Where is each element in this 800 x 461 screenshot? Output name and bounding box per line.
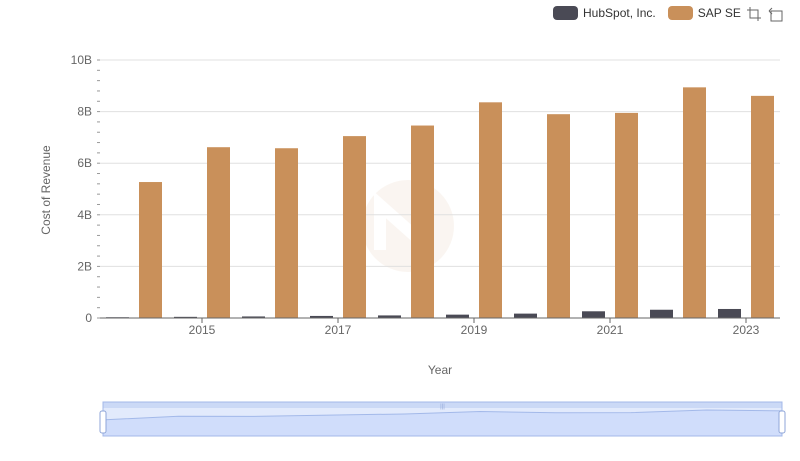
legend-swatch — [553, 6, 578, 20]
legend-label: SAP SE — [697, 6, 741, 20]
y-tick-label: 4B — [77, 208, 92, 222]
y-tick-label: 10B — [71, 53, 92, 67]
data-zoom-slider[interactable]: ||| — [99, 401, 786, 437]
chart-toolbox — [746, 6, 790, 22]
data-zoom-preview-line — [102, 409, 783, 421]
bar-sap-2021[interactable] — [615, 112, 638, 318]
bar-sap-2015[interactable] — [207, 147, 230, 318]
y-tick-label: 6B — [77, 156, 92, 170]
data-zoom-handle-right[interactable] — [778, 410, 786, 434]
y-axis-title: Cost of Revenue — [39, 145, 53, 235]
bar-hubspot-2018[interactable] — [378, 315, 401, 318]
bar-sap-2019[interactable] — [479, 102, 502, 318]
y-tick-label: 2B — [77, 259, 92, 273]
x-axis-title: Year — [428, 363, 452, 377]
bar-hubspot-2020[interactable] — [514, 313, 537, 318]
data-zoom-move-bar[interactable] — [103, 402, 782, 408]
bar-sap-2016[interactable] — [275, 148, 298, 318]
bar-sap-2014[interactable] — [139, 182, 162, 318]
legend-swatch — [667, 6, 693, 20]
bar-hubspot-2023[interactable] — [718, 308, 741, 318]
y-tick-label: 0 — [85, 311, 92, 325]
bar-sap-2020[interactable] — [547, 114, 570, 319]
x-tick-label: 2021 — [597, 323, 624, 337]
bar-hubspot-2017[interactable] — [310, 315, 333, 318]
bar-hubspot-2015[interactable] — [174, 316, 197, 318]
legend-item[interactable]: SAP SE — [667, 6, 741, 20]
bar-hubspot-2021[interactable] — [582, 311, 605, 318]
y-tick-label: 8B — [77, 105, 92, 119]
bar-hubspot-2022[interactable] — [650, 309, 673, 318]
data-zoom-handle-left[interactable] — [99, 410, 107, 434]
bar-sap-2023[interactable] — [751, 95, 774, 318]
x-tick-label: 2015 — [189, 323, 216, 337]
restore-icon[interactable] — [768, 6, 784, 22]
bar-sap-2017[interactable] — [343, 136, 366, 318]
x-tick-label: 2023 — [733, 323, 760, 337]
watermark-logo — [362, 180, 454, 272]
legend-label: HubSpot, Inc. — [583, 6, 656, 20]
bar-sap-2022[interactable] — [683, 87, 706, 319]
chart-legend: HubSpot, Inc. SAP SE — [553, 4, 753, 22]
data-zoom-window[interactable] — [102, 401, 783, 437]
bar-sap-2018[interactable] — [411, 125, 434, 318]
x-tick-label: 2019 — [461, 323, 488, 337]
data-zoom-grip-icon[interactable]: ||| — [440, 404, 445, 410]
legend-item[interactable]: HubSpot, Inc. — [553, 6, 656, 20]
bar-hubspot-2019[interactable] — [446, 314, 469, 318]
x-tick-label: 2017 — [325, 323, 352, 337]
data-zoom-icon[interactable] — [746, 6, 762, 22]
bar-hubspot-2016[interactable] — [242, 316, 265, 318]
